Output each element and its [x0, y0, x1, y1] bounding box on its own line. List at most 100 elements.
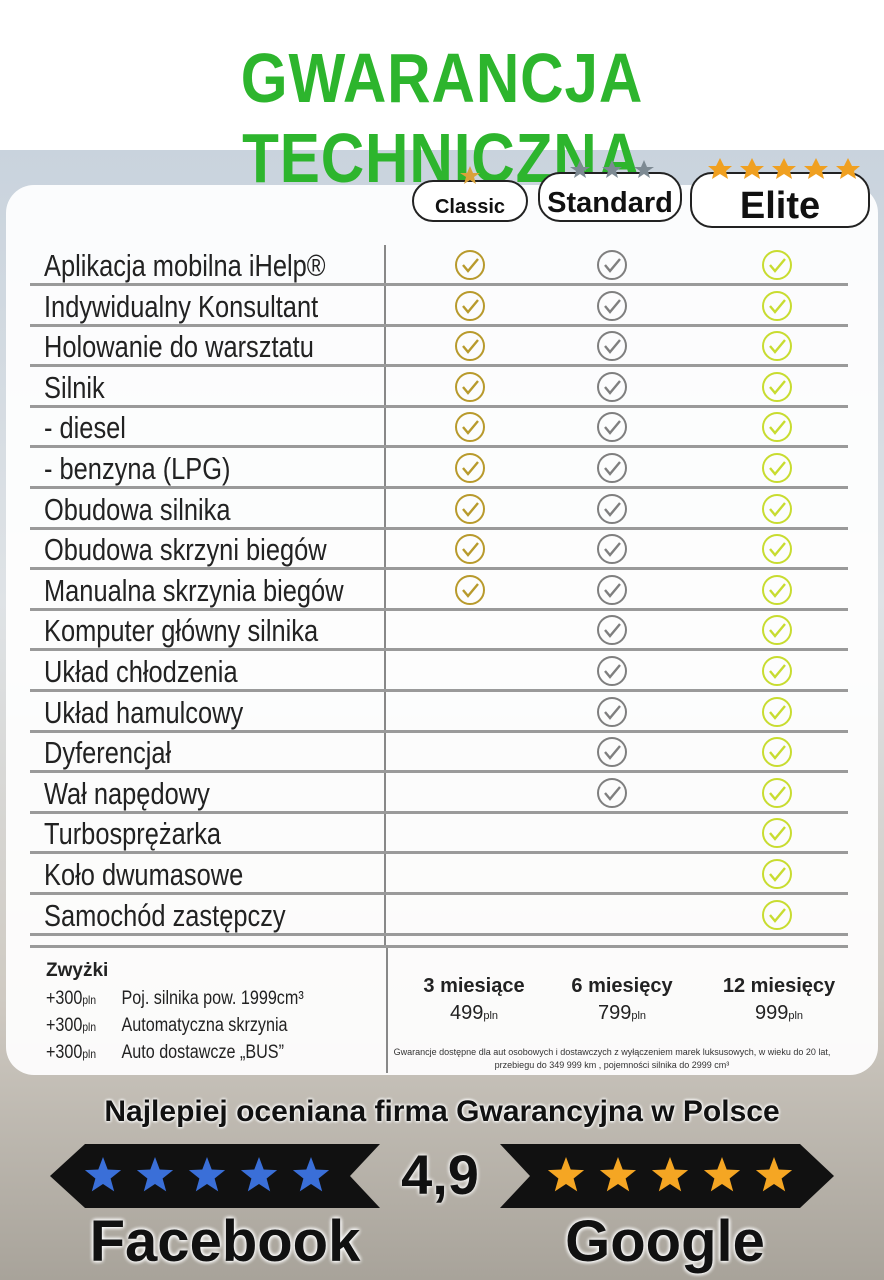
surcharge-amount: +300: [46, 1015, 83, 1036]
check-icon: [762, 777, 792, 808]
check-icon: [762, 250, 792, 280]
check-circle: [455, 534, 485, 565]
feature-label: Samochód zastępczy: [44, 897, 286, 933]
star: [703, 1157, 741, 1192]
check-tick: [769, 298, 786, 314]
check-tick: [769, 704, 786, 720]
feature-row: Aplikacja mobilna iHelp®: [30, 245, 848, 286]
feature-label: Obudowa silnika: [44, 491, 231, 527]
check-icon: [597, 453, 627, 483]
check-circle: [455, 371, 485, 402]
check-tick: [769, 501, 786, 517]
check-circle: [597, 453, 627, 483]
surcharge-unit: pln: [82, 993, 96, 1007]
check-tick: [604, 339, 621, 355]
feature-label: Układ chłodzenia: [44, 654, 238, 689]
check-tick: [462, 420, 479, 436]
check-icon: [455, 371, 485, 402]
feature-label: Wał napędowy: [44, 775, 210, 811]
check-circle: [455, 331, 485, 362]
check-tick: [769, 907, 786, 923]
check-circle: [762, 777, 792, 808]
price-period: 12 miesięcy: [722, 975, 836, 997]
plan-classic: Classic: [412, 180, 528, 222]
check-tick: [604, 745, 621, 761]
surcharge: +300pln Auto dostawcze „BUS”: [46, 1042, 284, 1064]
check-icon: [455, 412, 485, 443]
feature-row: Indywidualny Konsultant: [30, 286, 848, 327]
check-icon: [597, 250, 627, 280]
check-icon: [597, 574, 627, 605]
check-circle: [597, 412, 627, 443]
surcharge-label: Automatyczna skrzynia: [121, 1015, 288, 1036]
check-circle: [762, 696, 792, 727]
feature-label: Obudowa skrzyni biegów: [44, 532, 327, 568]
check-icon: [762, 615, 792, 646]
check-tick: [769, 745, 786, 761]
check-circle: [762, 899, 792, 930]
check-circle: [597, 615, 627, 646]
check-tick: [604, 420, 621, 436]
price-unit: pln: [788, 1010, 804, 1022]
feature-label: - benzyna (LPG): [44, 451, 231, 486]
check-tick: [769, 826, 786, 842]
check-tick: [769, 461, 786, 476]
check-tick: [462, 501, 479, 517]
check-circle: [597, 656, 627, 686]
feature-row: Wał napędowy: [30, 773, 848, 814]
surcharge: +300pln Automatyczna skrzynia: [46, 1015, 288, 1037]
check-tick: [462, 542, 479, 558]
feature-row: Układ chłodzenia: [30, 651, 848, 692]
feature-row: - diesel: [30, 407, 848, 449]
feature-label: Turbosprężarka: [44, 816, 222, 852]
feature-row: Manualna skrzynia biegów: [30, 570, 848, 611]
divider: [30, 945, 848, 948]
check-circle: [455, 453, 485, 483]
check-tick: [769, 420, 786, 436]
check-icon: [597, 737, 627, 768]
check-circle: [762, 371, 792, 402]
table-card: [6, 185, 878, 1075]
check-icon: [762, 453, 792, 483]
check-icon: [455, 534, 485, 565]
check-circle: [597, 250, 627, 280]
stars: [708, 158, 860, 179]
stars: [570, 160, 654, 178]
feature-row: Układ hamulcowy: [30, 692, 848, 733]
check-icon: [597, 290, 627, 321]
feature-label: Indywidualny Konsultant: [44, 288, 319, 324]
surcharge-amount: +300: [46, 988, 83, 1009]
price-box: 799pln: [547, 1002, 697, 1025]
price-value: 799: [597, 1002, 632, 1024]
rating-score: 4,9: [401, 1143, 479, 1206]
check-icon: [597, 656, 627, 686]
check-icon: [597, 696, 627, 727]
surcharge: +300pln Poj. silnika pow. 1999cm³: [46, 988, 304, 1010]
feature-label: Układ hamulcowy: [44, 694, 244, 730]
check-circle: [455, 493, 485, 524]
check-icon: [762, 290, 792, 321]
check-icon: [762, 656, 792, 686]
price-value: 999: [754, 1002, 789, 1024]
star: [136, 1157, 174, 1192]
surcharge-label: Poj. silnika pow. 1999cm³: [121, 988, 304, 1009]
check-circle: [762, 250, 792, 280]
check-circle: [597, 777, 627, 808]
check-tick: [604, 380, 621, 395]
check-circle: [762, 615, 792, 646]
price-box: 999pln: [704, 1002, 854, 1025]
check-circle: [762, 493, 792, 524]
check-icon: [455, 290, 485, 321]
check-tick: [462, 380, 479, 395]
check-tick: [604, 258, 621, 273]
feature-label: Koło dwumasowe: [44, 857, 244, 892]
check-tick: [604, 542, 621, 558]
surcharge-unit: pln: [82, 1020, 96, 1034]
feature-row: Obudowa silnika: [30, 489, 848, 530]
check-circle: [455, 290, 485, 321]
check-circle: [762, 534, 792, 565]
star: [188, 1157, 226, 1192]
check-icon: [455, 453, 485, 483]
check-icon: [455, 331, 485, 362]
star: [547, 1157, 585, 1192]
